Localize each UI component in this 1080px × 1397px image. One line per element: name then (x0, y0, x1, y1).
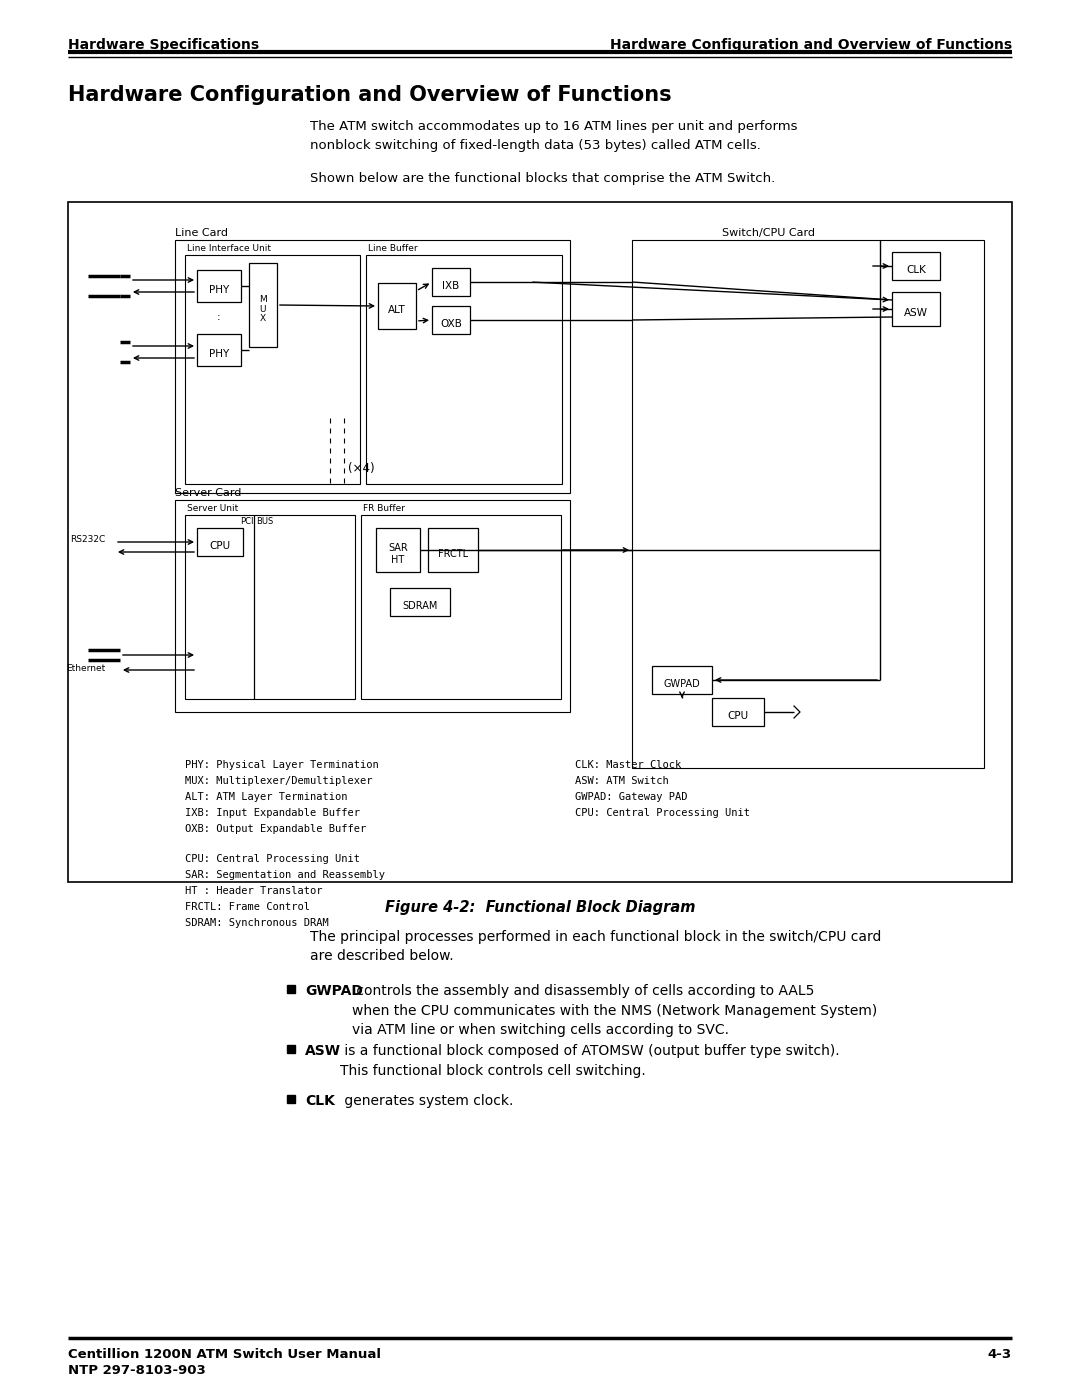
Text: CPU: Central Processing Unit: CPU: Central Processing Unit (575, 807, 750, 819)
Text: PHY: PHY (208, 285, 229, 295)
Bar (175, 240, 570, 493)
Text: ALT: ATM Layer Termination: ALT: ATM Layer Termination (185, 792, 348, 802)
Text: RS232C: RS232C (70, 535, 105, 543)
Bar (892, 251, 940, 279)
Text: CPU: CPU (728, 711, 748, 721)
Text: Hardware Configuration and Overview of Functions: Hardware Configuration and Overview of F… (610, 38, 1012, 52)
Text: CPU: Central Processing Unit: CPU: Central Processing Unit (185, 854, 360, 863)
Text: M
U
X: M U X (259, 295, 267, 323)
Text: SAR
HT: SAR HT (388, 543, 408, 564)
Text: Switch/CPU Card: Switch/CPU Card (723, 228, 815, 237)
Text: :: : (217, 312, 220, 321)
Text: Line Interface Unit: Line Interface Unit (187, 244, 271, 253)
Text: Shown below are the functional blocks that comprise the ATM Switch.: Shown below are the functional blocks th… (310, 172, 775, 184)
Text: CPU: CPU (210, 541, 230, 550)
Bar (652, 666, 712, 694)
Bar (68, 203, 1012, 882)
Text: SAR: Segmentation and Reassembly: SAR: Segmentation and Reassembly (185, 870, 384, 880)
Text: Line Card: Line Card (175, 228, 228, 237)
Text: The ATM switch accommodates up to 16 ATM lines per unit and performs
nonblock sw: The ATM switch accommodates up to 16 ATM… (310, 120, 797, 152)
Text: is a functional block composed of ATOMSW (output buffer type switch).
This funct: is a functional block composed of ATOMSW… (340, 1044, 839, 1077)
Text: Ethernet: Ethernet (66, 664, 105, 673)
Text: Server Card: Server Card (175, 488, 241, 497)
Text: BUS: BUS (256, 517, 273, 527)
Text: 4-3: 4-3 (988, 1348, 1012, 1361)
Bar (197, 270, 241, 302)
Text: ASW: ASW (305, 1044, 341, 1058)
Text: GWPAD: GWPAD (663, 679, 700, 689)
Bar (632, 240, 984, 768)
Bar (175, 500, 570, 712)
Text: SDRAM: SDRAM (403, 601, 437, 610)
Text: SDRAM: Synchronous DRAM: SDRAM: Synchronous DRAM (185, 918, 328, 928)
Text: FRCTL: Frame Control: FRCTL: Frame Control (185, 902, 310, 912)
Text: PHY: Physical Layer Termination: PHY: Physical Layer Termination (185, 760, 379, 770)
Bar (249, 263, 276, 346)
Text: CLK: CLK (906, 265, 926, 275)
Text: The principal processes performed in each functional block in the switch/CPU car: The principal processes performed in eac… (310, 930, 881, 964)
Text: PCI: PCI (240, 517, 254, 527)
Text: OXB: OXB (440, 319, 462, 330)
Bar (197, 334, 241, 366)
Text: HT : Header Translator: HT : Header Translator (185, 886, 323, 895)
Text: FRCTL: FRCTL (437, 549, 468, 559)
Bar (428, 528, 478, 571)
Text: Centillion 1200N ATM Switch User Manual: Centillion 1200N ATM Switch User Manual (68, 1348, 381, 1361)
Text: ASW: ATM Switch: ASW: ATM Switch (575, 775, 669, 787)
Text: ALT: ALT (388, 305, 406, 314)
Text: Line Buffer: Line Buffer (368, 244, 418, 253)
Bar (361, 515, 561, 698)
Text: Hardware Specifications: Hardware Specifications (68, 38, 259, 52)
Bar (185, 256, 360, 483)
Text: GWPAD: Gateway PAD: GWPAD: Gateway PAD (575, 792, 688, 802)
Text: controls the assembly and disassembly of cells according to AAL5
when the CPU co: controls the assembly and disassembly of… (352, 983, 877, 1037)
Bar (432, 306, 470, 334)
Text: GWPAD: GWPAD (305, 983, 363, 997)
Text: PHY: PHY (208, 349, 229, 359)
Bar (185, 515, 355, 698)
Text: IXB: IXB (443, 281, 460, 291)
Text: generates system clock.: generates system clock. (340, 1094, 513, 1108)
Text: CLK: Master Clock: CLK: Master Clock (575, 760, 681, 770)
Text: (×4): (×4) (348, 462, 375, 475)
Bar (892, 292, 940, 326)
Text: ASW: ASW (904, 307, 928, 319)
Text: MUX: Multiplexer/Demultiplexer: MUX: Multiplexer/Demultiplexer (185, 775, 373, 787)
Bar (432, 268, 470, 296)
Text: IXB: Input Expandable Buffer: IXB: Input Expandable Buffer (185, 807, 360, 819)
Text: OXB: Output Expandable Buffer: OXB: Output Expandable Buffer (185, 824, 366, 834)
Text: FR Buffer: FR Buffer (363, 504, 405, 513)
Text: Figure 4-2:  Functional Block Diagram: Figure 4-2: Functional Block Diagram (384, 900, 696, 915)
Bar (376, 528, 420, 571)
Text: CLK: CLK (305, 1094, 335, 1108)
Bar (378, 284, 416, 330)
Text: Hardware Configuration and Overview of Functions: Hardware Configuration and Overview of F… (68, 85, 672, 105)
Text: NTP 297-8103-903: NTP 297-8103-903 (68, 1363, 206, 1377)
Bar (197, 528, 243, 556)
Text: Server Unit: Server Unit (187, 504, 239, 513)
Bar (366, 256, 562, 483)
Bar (390, 588, 450, 616)
Bar (712, 698, 764, 726)
